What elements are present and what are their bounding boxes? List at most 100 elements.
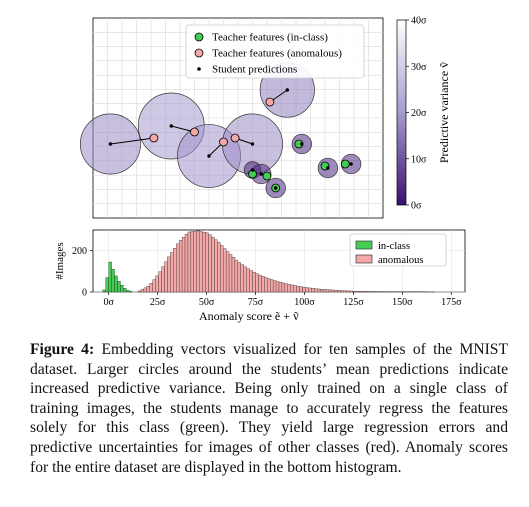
histogram-bar-anomalous — [340, 290, 344, 293]
histogram-bar-anomalous — [270, 279, 274, 293]
student-point — [259, 172, 263, 176]
histogram-bar-anomalous — [155, 275, 159, 293]
histogram-bar-anomalous — [152, 279, 156, 293]
histogram-bar-anomalous — [299, 286, 303, 293]
histogram-bar-anomalous — [249, 270, 253, 293]
histogram-bar-anomalous — [372, 291, 377, 293]
anomaly-histogram: 0σ 25σ 50σ 75σ 100σ 125σ 150σ 175σ 0 200 Anomaly s… — [54, 229, 466, 323]
scatter-points — [79, 62, 362, 199]
histogram-bar-anomalous — [208, 234, 212, 293]
histogram-bar-anomalous — [264, 277, 268, 293]
histogram-bar-anomalous — [275, 281, 280, 293]
legend-swatch — [355, 254, 373, 264]
student-point — [169, 124, 173, 128]
figure-svg: Teacher features (in-class) Teacher featu… — [54, 16, 466, 323]
colorbar-tick-label: 40σ — [411, 16, 427, 27]
histogram-bar-anomalous — [272, 280, 277, 293]
histogram-bar-anomalous — [187, 231, 192, 293]
student-point — [300, 142, 304, 146]
caption-text: Embedding vectors visualized for ten sam… — [30, 341, 508, 476]
colorbar-tick-label: 10σ — [411, 154, 427, 165]
histogram-bar-in-class — [129, 291, 133, 293]
colorbar-label: Predictive variance ṽ — [437, 62, 451, 163]
legend-label: in-class — [378, 241, 410, 252]
histogram-bar-anomalous — [322, 289, 327, 293]
histogram-bar-anomalous — [343, 290, 347, 293]
variance-colorbar: 40σ 30σ 20σ 10σ 0σ Predictive variance ṽ — [396, 16, 451, 212]
colorbar-gradient — [396, 19, 407, 206]
histogram-bar-anomalous — [308, 287, 312, 293]
histogram-bar-anomalous — [296, 285, 300, 293]
x-axis-label: Anomaly score ẽ + ṽ — [199, 309, 299, 323]
histogram-bar-in-class — [102, 289, 106, 293]
y-tick-label: 0 — [82, 288, 87, 299]
histogram-bar-anomalous — [217, 242, 221, 293]
x-tick-label: 175σ — [441, 297, 462, 308]
histogram-legend: in-class anomalous — [349, 233, 447, 267]
histogram-bar-anomalous — [284, 283, 288, 293]
histogram-bar-anomalous — [176, 243, 180, 293]
histogram-bar-anomalous — [178, 240, 183, 293]
histogram-bar-anomalous — [181, 237, 186, 293]
histogram-bar-in-class — [123, 288, 127, 293]
y-tick-label: 200 — [72, 246, 87, 257]
histogram-bar-anomalous — [146, 286, 150, 293]
legend-label: Teacher features (in-class) — [212, 32, 328, 44]
x-tick-label: 25σ — [150, 297, 166, 308]
student-point — [207, 154, 211, 158]
histogram-bar-anomalous — [240, 264, 244, 293]
teacher-point-in-class — [340, 159, 350, 169]
histogram-bar-anomalous — [278, 282, 283, 293]
legend-marker — [197, 67, 201, 71]
teacher-point-anomalous — [190, 127, 199, 137]
histogram-bar-anomalous — [164, 261, 168, 293]
histogram-bar-anomalous — [255, 273, 259, 293]
histogram-bar-anomalous — [228, 254, 233, 293]
colorbar-tick-label: 0σ — [411, 201, 422, 212]
teacher-point-anomalous — [265, 97, 275, 107]
legend-box — [185, 24, 365, 79]
histogram-bar-in-class — [111, 269, 115, 293]
student-point — [250, 142, 255, 146]
legend-label: Student predictions — [212, 64, 297, 76]
legend-swatch — [355, 240, 373, 250]
histogram-bar-anomalous — [325, 289, 330, 293]
histogram-bar-anomalous — [243, 266, 247, 293]
histogram-bar-anomalous — [317, 288, 321, 293]
legend-marker — [194, 32, 204, 42]
histogram-bar-anomalous — [293, 285, 297, 293]
histogram-bar-anomalous — [190, 231, 195, 293]
histogram-bar-anomalous — [205, 232, 209, 293]
student-point — [108, 142, 113, 146]
histogram-bar-in-class — [114, 275, 118, 293]
legend-marker — [194, 48, 204, 58]
histogram-bar-anomalous — [261, 276, 265, 293]
histogram-bar-anomalous — [193, 231, 197, 293]
histogram-bar-anomalous — [290, 284, 294, 293]
histogram-bar-anomalous — [202, 232, 206, 293]
histogram-bar-anomalous — [231, 257, 236, 293]
histogram-bar-anomalous — [220, 245, 224, 293]
teacher-point-anomalous — [230, 133, 240, 143]
histogram-bar-anomalous — [361, 291, 365, 293]
histogram-bar-anomalous — [363, 291, 368, 293]
legend-label: Teacher features (anomalous) — [212, 48, 342, 60]
histogram-bar-anomalous — [173, 248, 177, 293]
histogram-bar-anomalous — [328, 289, 333, 293]
histogram-bar-anomalous — [319, 289, 324, 293]
histogram-bar-anomalous — [258, 274, 262, 293]
histogram-bar-anomalous — [184, 233, 189, 293]
histogram-bar-anomalous — [140, 289, 145, 293]
x-tick-label: 100σ — [294, 297, 315, 308]
histogram-bar-in-class — [108, 261, 112, 293]
histogram-bar-anomalous — [246, 268, 250, 293]
y-axis-label: #Images — [54, 242, 66, 279]
histogram-bar-anomalous — [167, 256, 171, 293]
figure-caption: Figure 4: Embedding vectors visualized f… — [30, 340, 508, 477]
histogram-bar-anomalous — [349, 290, 353, 293]
teacher-point-anomalous — [149, 133, 159, 143]
histogram-bar-anomalous — [302, 286, 306, 293]
student-point — [274, 186, 278, 190]
histogram-bars — [102, 230, 435, 293]
caption-label: Figure 4: — [30, 341, 95, 358]
